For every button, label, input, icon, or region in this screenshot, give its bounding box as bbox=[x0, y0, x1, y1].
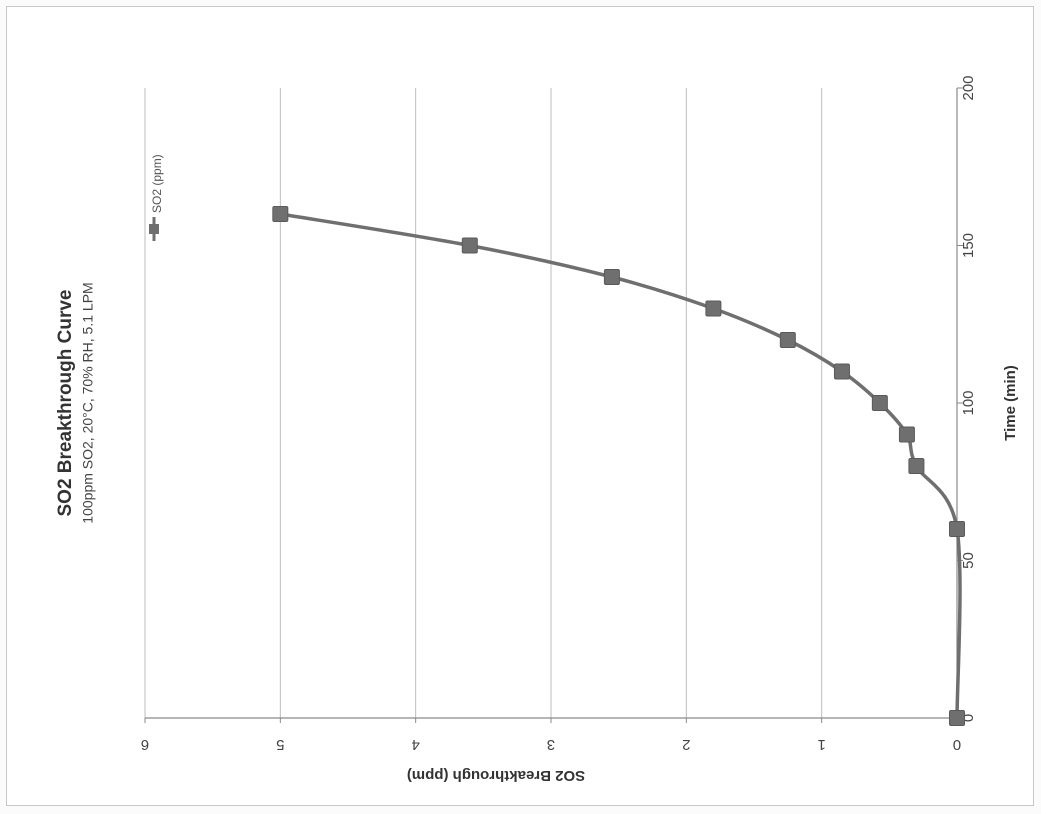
data-point-t130 bbox=[705, 300, 722, 317]
legend-label: SO2 (ppm) bbox=[150, 154, 164, 213]
chart-frame bbox=[6, 6, 1034, 806]
data-point-t110 bbox=[833, 363, 850, 380]
x-tick-label: 50 bbox=[960, 552, 977, 569]
x-tick-label: 0 bbox=[960, 714, 977, 722]
y-tick-label: 1 bbox=[817, 736, 825, 753]
x-tick-label: 200 bbox=[960, 75, 977, 100]
y-tick-label: 4 bbox=[411, 736, 419, 753]
legend-marker-square bbox=[149, 224, 159, 234]
y-tick-label: 3 bbox=[547, 736, 555, 753]
chart-title: SO2 Breakthrough Curve bbox=[55, 290, 76, 517]
data-point-t160 bbox=[272, 206, 289, 222]
data-point-t90 bbox=[898, 426, 915, 443]
data-point-t80 bbox=[908, 458, 925, 474]
data-point-t100 bbox=[871, 395, 888, 411]
y-tick-label: 6 bbox=[141, 736, 149, 753]
series-layer bbox=[272, 206, 965, 726]
data-point-t60 bbox=[949, 521, 965, 537]
data-point-t140 bbox=[603, 269, 620, 285]
chart-title-group: SO2 Breakthrough Curve 100ppm SO2, 20°C,… bbox=[55, 282, 96, 523]
y-tick-label: 2 bbox=[682, 736, 690, 753]
y-axis-title: SO2 Breakthrough (ppm) bbox=[407, 767, 585, 784]
data-point-t120 bbox=[779, 332, 796, 348]
axes: 0 50 100 150 200 0 1 2 3 4 5 6 bbox=[141, 75, 977, 753]
y-tick-label: 5 bbox=[276, 736, 284, 753]
legend: SO2 (ppm) bbox=[149, 154, 164, 241]
x-tick-label: 150 bbox=[960, 233, 977, 258]
x-tick-label: 100 bbox=[960, 390, 977, 415]
gridlines bbox=[144, 88, 823, 718]
chart-text: SO2 Breakthrough Curve 100ppm SO2, 20°C,… bbox=[55, 282, 1019, 784]
data-point-t150 bbox=[461, 237, 478, 254]
data-point-t0 bbox=[949, 710, 965, 726]
chart-subtitle: 100ppm SO2, 20°C, 70% RH, 5.1 LPM bbox=[80, 282, 96, 523]
x-axis-title: Time (min) bbox=[1002, 365, 1019, 441]
series-line-so2 bbox=[280, 212, 962, 719]
y-tick-label: 0 bbox=[953, 736, 961, 753]
